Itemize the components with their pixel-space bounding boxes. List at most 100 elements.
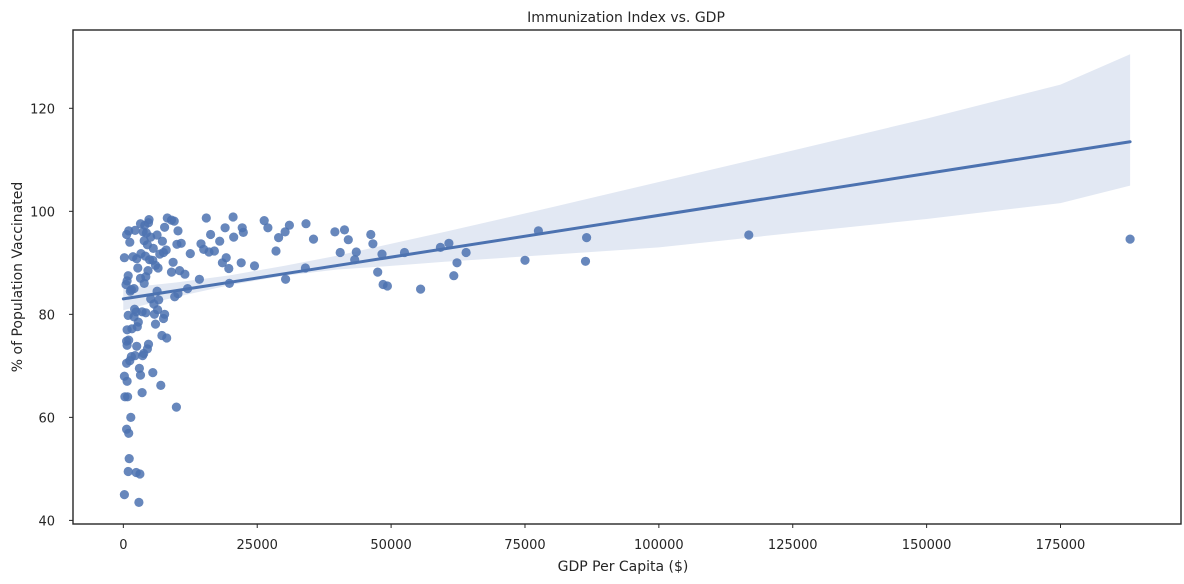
data-point (185, 249, 195, 259)
data-point (135, 370, 146, 380)
chart-title: Immunization Index vs. GDP (527, 10, 725, 26)
data-point (123, 310, 133, 320)
data-point (461, 247, 471, 258)
data-point (281, 274, 291, 284)
x-tick-label: 125000 (768, 538, 818, 553)
data-point (130, 304, 140, 314)
data-point (152, 230, 162, 240)
data-point (416, 284, 426, 294)
data-point (339, 225, 350, 235)
data-point (206, 229, 216, 240)
data-point (148, 368, 158, 378)
data-point (444, 238, 454, 248)
data-point (123, 392, 133, 402)
data-point (124, 428, 134, 438)
data-point (122, 358, 132, 368)
data-point (382, 281, 392, 291)
data-point (132, 322, 142, 332)
data-point (229, 232, 239, 242)
data-point (343, 235, 353, 245)
y-tick-label: 60 (38, 411, 55, 426)
plot-area (119, 54, 1135, 507)
x-axis-ticks: 0 25000 50000 75000 100000 125000 150000 175000 (119, 524, 1085, 553)
data-point (150, 319, 161, 329)
y-axis-label: % of Population Vaccinated (10, 182, 26, 373)
data-point (301, 219, 311, 229)
data-point (238, 227, 248, 237)
data-point (209, 246, 219, 256)
data-point (368, 239, 378, 249)
data-point (157, 236, 167, 246)
data-point (236, 258, 246, 268)
data-point (220, 223, 230, 233)
data-point (744, 230, 754, 240)
data-point (143, 266, 153, 276)
data-point (119, 253, 129, 263)
data-point (215, 236, 225, 246)
x-tick-label: 150000 (902, 538, 952, 553)
data-point (148, 243, 158, 253)
data-point (125, 237, 135, 247)
data-point (158, 313, 169, 324)
data-point (180, 269, 190, 279)
data-point (149, 309, 159, 319)
data-point (308, 234, 319, 244)
data-point (172, 239, 182, 249)
regression-line (121, 140, 1132, 301)
data-point (373, 267, 383, 277)
x-tick-label: 75000 (504, 538, 545, 553)
data-point (135, 469, 145, 479)
data-point (134, 497, 144, 507)
x-tick-label: 175000 (1036, 538, 1086, 553)
data-point (284, 220, 294, 230)
data-point (153, 263, 163, 273)
data-point (249, 261, 260, 271)
confidence-band (123, 54, 1131, 311)
data-point (119, 490, 129, 500)
data-point (132, 341, 142, 351)
x-tick-label: 50000 (370, 538, 411, 553)
data-point (520, 255, 530, 265)
data-point (123, 466, 133, 477)
y-tick-label: 120 (30, 102, 55, 117)
y-tick-label: 80 (38, 308, 55, 323)
x-axis-label: GDP Per Capita ($) (558, 559, 689, 575)
y-axis-ticks: 40 60 80 100 120 (30, 102, 73, 529)
data-point (263, 223, 273, 233)
data-point (228, 212, 238, 222)
y-tick-label: 100 (30, 205, 55, 220)
data-point (119, 371, 129, 381)
data-point (122, 325, 132, 335)
data-point (166, 267, 177, 277)
data-point (173, 226, 183, 236)
data-point (580, 256, 591, 266)
data-point (160, 222, 170, 232)
data-point (335, 247, 345, 258)
data-point (141, 308, 151, 318)
data-point (280, 227, 290, 237)
data-point (169, 216, 179, 226)
data-point (130, 225, 140, 235)
x-tick-label: 100000 (634, 538, 684, 553)
data-point (330, 227, 340, 237)
data-point (143, 339, 154, 349)
data-point (138, 351, 148, 361)
x-tick-label: 0 (119, 538, 127, 553)
data-point (201, 213, 211, 223)
points-layer (119, 212, 1135, 507)
data-point (271, 246, 281, 256)
data-point (126, 412, 136, 422)
data-point (274, 233, 284, 243)
data-point (154, 295, 164, 305)
data-point (162, 333, 172, 343)
data-point (1125, 234, 1135, 244)
data-point (125, 286, 135, 296)
plot-frame (72, 29, 1182, 525)
data-point (221, 253, 231, 263)
data-point (168, 257, 178, 267)
data-point (143, 218, 154, 228)
data-point (123, 271, 133, 281)
y-tick-label: 40 (38, 514, 55, 529)
data-point (137, 388, 147, 398)
